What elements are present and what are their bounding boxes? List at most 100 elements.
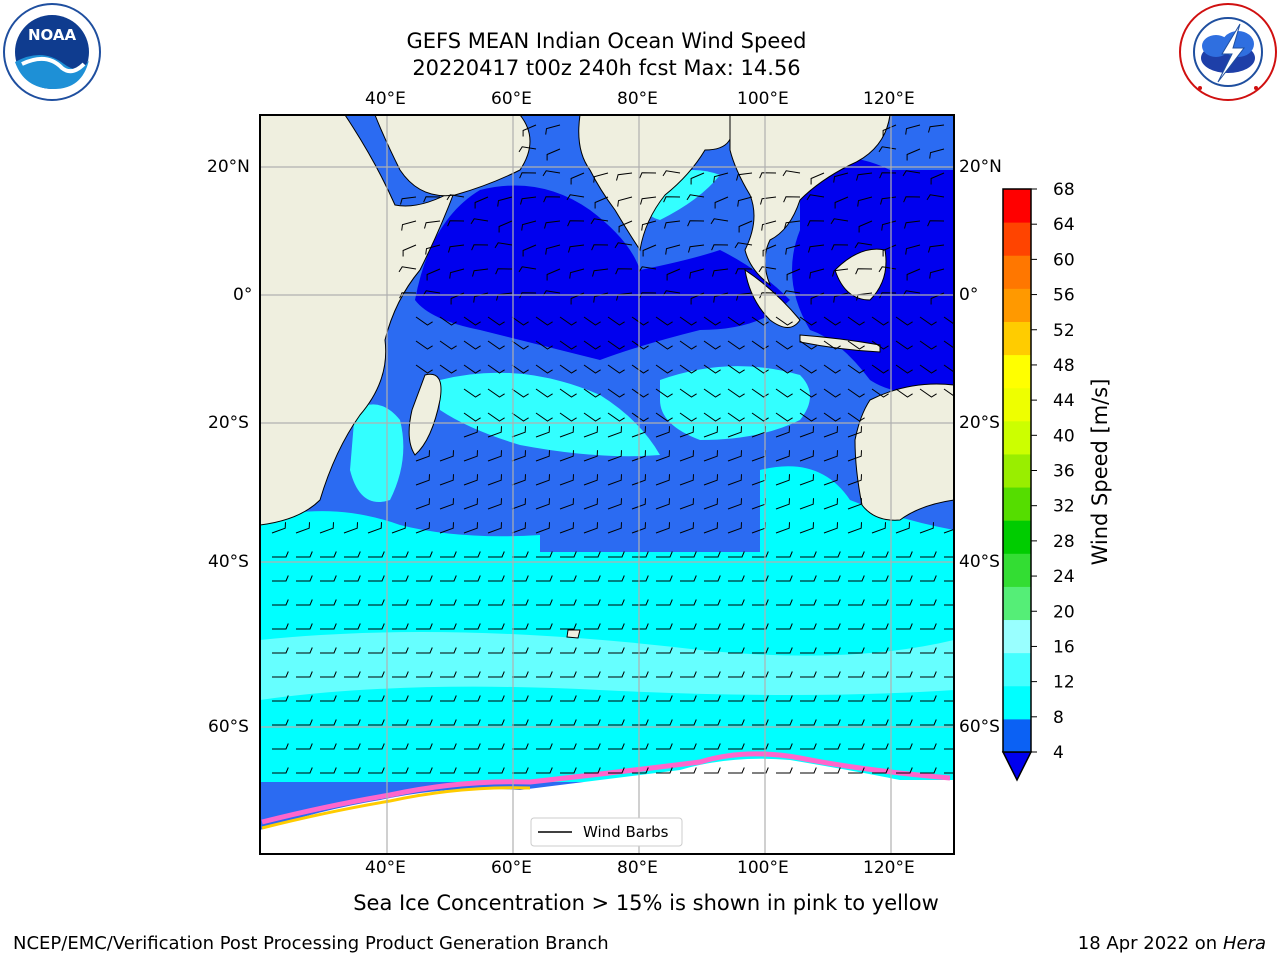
equatorial-calm-zone [415,185,790,360]
wind-barb [776,743,793,750]
wind-barb [848,671,865,678]
wind-barb [519,292,537,299]
wind-barb [823,474,838,486]
wind-barb [920,551,937,558]
wind-barb [424,220,441,229]
wind-barb [536,599,553,606]
wind-barb [584,551,601,558]
wind-barb [584,647,601,654]
wind-barb [808,244,825,253]
wind-barb [655,474,670,486]
wind-barb [800,599,817,606]
wind-barb [776,767,793,774]
wind-barb [463,426,478,438]
wind-barb [608,767,625,774]
wind-barb [344,671,361,678]
wind-barb [680,719,697,726]
wind-barb [584,767,601,774]
wind-barb [807,220,825,227]
wind-barb [656,695,673,702]
wind-barb [751,316,769,326]
wind-barb [727,412,745,422]
wind-barb [560,575,577,582]
wind-barb [320,695,337,702]
wind-barb [583,364,601,374]
chart-title: GEFS MEAN Indian Ocean Wind Speed [406,29,807,53]
wind-barb [488,599,505,606]
wind-barb [737,196,753,207]
wind-barb [799,388,817,398]
wind-barb [545,244,561,255]
wind-barb [872,575,889,582]
wind-barb [800,671,817,678]
wind-barb [920,599,937,606]
wind-barb [704,671,721,678]
wind-barb [296,671,313,678]
wind-barb [680,551,697,558]
colorbar-tick-label: 32 [1053,497,1075,517]
wind-barb [497,196,513,207]
footer-date: 18 Apr 2022 on Hera [1078,933,1266,954]
wind-barb [752,743,769,750]
wind-barb [583,474,598,486]
wind-barb [512,575,529,582]
wind-barb [463,522,478,534]
wind-barb [751,364,769,374]
wind-barb [728,719,745,726]
wind-barb [473,292,489,303]
wind-barb [679,474,694,486]
wind-barb [872,743,889,750]
wind-barb [511,426,526,438]
wind-barb [871,340,889,350]
wind-barb [319,522,334,534]
colorbar-tick-label: 36 [1053,462,1075,482]
wind-barb [920,719,937,726]
wind-barb [641,220,657,231]
colorbar-cell [1003,288,1031,322]
wind-barb [833,172,849,183]
wind-barb [464,743,481,750]
wind-barb [631,450,646,462]
colorbar-cell [1003,718,1031,753]
wind-barb [734,242,753,249]
wind-barb [855,268,873,275]
colorbar-tick-label: 68 [1053,180,1075,200]
wind-barb [703,498,718,510]
wind-barb [272,695,289,702]
wind-barb [752,599,769,606]
wind-barb [906,148,921,161]
wind-barb [680,623,697,630]
wind-barb [296,743,313,750]
wind-barb [447,220,465,227]
wind-barb [944,556,954,558]
wind-barb [464,623,481,630]
wind-barb [368,599,385,606]
wind-barb [824,671,841,678]
wind-barb [896,743,913,750]
wind-barb [943,340,954,349]
colorbar-cell [1003,652,1031,687]
colorbar-tick-label: 40 [1053,426,1075,446]
wind-barb [847,450,862,462]
wind-barb [710,218,729,225]
wind-barb [799,498,814,510]
wind-barb [546,268,561,281]
wind-barb [727,498,742,510]
colorbar-tick-label: 28 [1053,532,1075,552]
wind-barb [495,268,513,275]
wind-barb [511,498,526,510]
wind-barb [680,767,697,774]
wind-barb [488,671,505,678]
wind-barb [799,450,814,462]
colorbar-tick-label: 8 [1053,708,1064,728]
wind-barb [583,426,598,438]
wind-barb [344,743,361,750]
wind-barb [512,647,529,654]
wind-barb [415,364,433,374]
wind-barb [655,316,673,326]
wind-barb [833,292,849,303]
wind-barb [640,196,657,205]
wind-barb [896,719,913,726]
wind-barb [463,474,478,486]
wind-barb [944,724,954,726]
